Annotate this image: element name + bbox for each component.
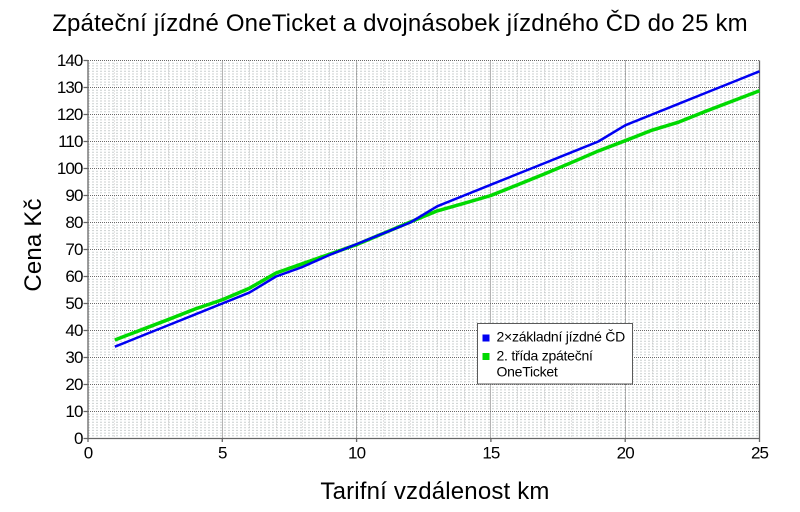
svg-text:140: 140 — [57, 51, 83, 70]
svg-text:2×základní jízdné ČD: 2×základní jízdné ČD — [497, 329, 626, 345]
svg-text:110: 110 — [58, 132, 83, 151]
svg-text:0: 0 — [74, 429, 83, 448]
svg-text:10: 10 — [348, 443, 366, 462]
svg-text:20: 20 — [65, 375, 83, 394]
svg-text:2. třída zpáteční: 2. třída zpáteční — [497, 348, 594, 364]
svg-text:90: 90 — [65, 186, 83, 205]
svg-text:10: 10 — [65, 402, 83, 421]
svg-text:120: 120 — [57, 105, 83, 124]
svg-text:30: 30 — [65, 348, 83, 367]
svg-text:Cena Kč: Cena Kč — [20, 198, 47, 291]
svg-text:50: 50 — [65, 294, 83, 313]
svg-text:70: 70 — [65, 240, 83, 259]
svg-text:40: 40 — [65, 321, 83, 340]
svg-text:Tarifní vzdálenost km: Tarifní vzdálenost km — [320, 478, 549, 505]
svg-text:OneTicket: OneTicket — [497, 364, 558, 380]
svg-text:20: 20 — [617, 443, 635, 462]
svg-text:25: 25 — [751, 443, 769, 462]
svg-text:Zpáteční jízdné OneTicket a dv: Zpáteční jízdné OneTicket a dvojnásobek … — [52, 9, 748, 37]
svg-text:100: 100 — [57, 159, 83, 178]
svg-text:80: 80 — [65, 213, 83, 232]
svg-text:5: 5 — [218, 443, 227, 462]
svg-text:15: 15 — [482, 443, 500, 462]
svg-text:60: 60 — [65, 267, 83, 286]
svg-text:130: 130 — [57, 78, 83, 97]
svg-text:0: 0 — [84, 443, 93, 462]
